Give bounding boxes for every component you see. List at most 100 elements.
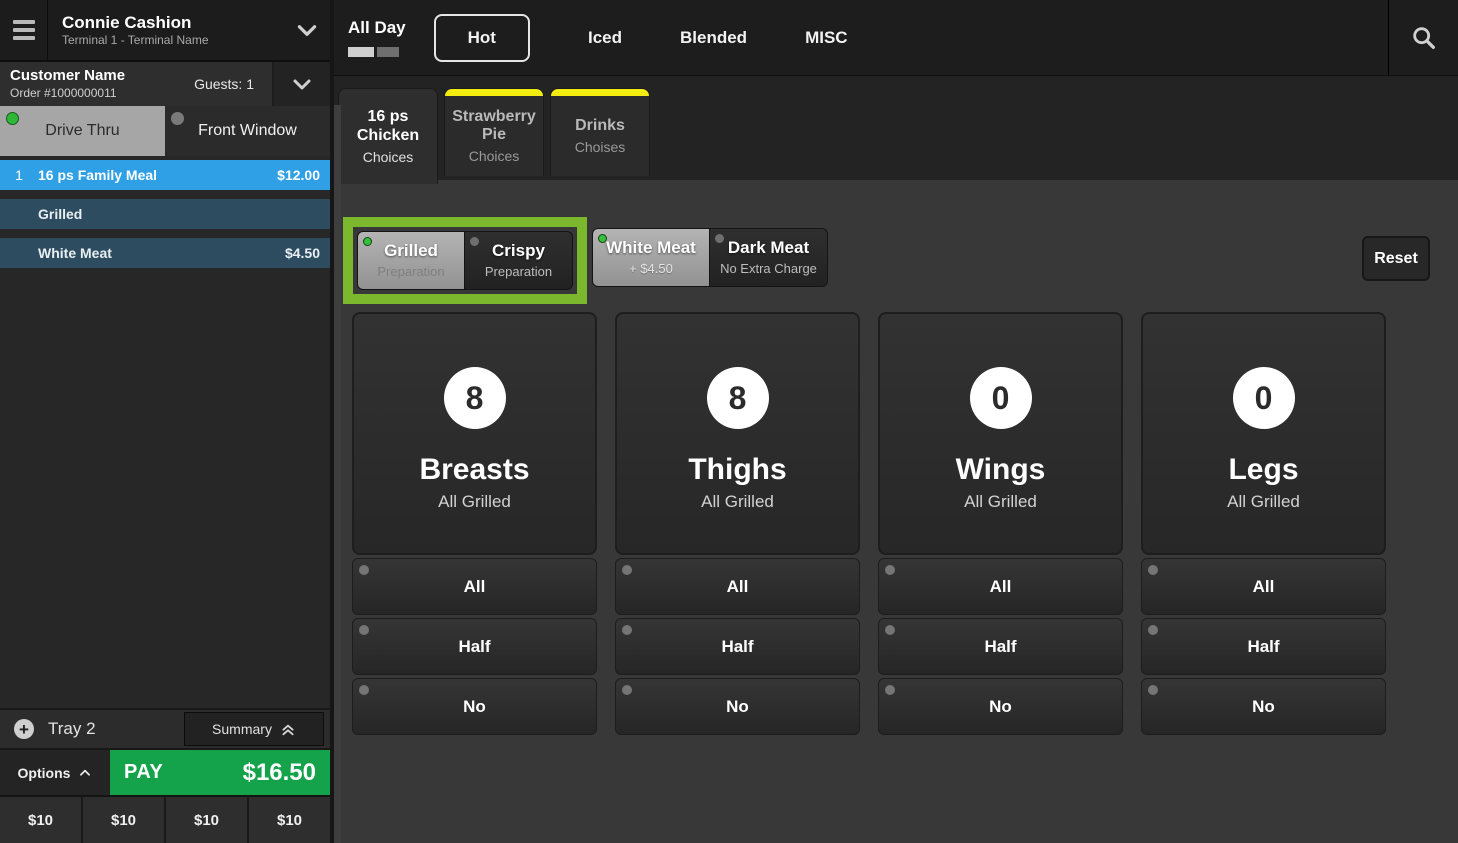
tray-row: + Tray 2 Summary — [0, 708, 330, 748]
tab-title: 16 ps Chicken — [356, 108, 420, 144]
order-number: Order #1000000011 — [10, 85, 117, 100]
unselected-indicator-dot — [470, 237, 479, 246]
portion-all-button[interactable]: All — [615, 558, 860, 615]
category-tab-hot[interactable]: Hot — [433, 13, 530, 62]
quick-cash-button[interactable]: $10 — [83, 797, 164, 843]
portion-label: All — [1252, 576, 1275, 596]
double-chevron-up-icon — [282, 724, 294, 736]
part-title: Wings — [955, 453, 1046, 486]
choices-content: Grilled Preparation Crispy Preparation — [334, 180, 1458, 843]
category-tab-blended[interactable]: Blended — [680, 27, 748, 47]
portion-half-button[interactable]: Half — [878, 618, 1123, 675]
summary-button[interactable]: Summary — [184, 712, 324, 746]
all-day-indicator — [348, 47, 406, 57]
quick-cash-button[interactable]: $10 — [166, 797, 247, 843]
quick-cash-row: $10 $10 $10 $10 — [0, 795, 330, 843]
reset-button[interactable]: Reset — [1362, 236, 1430, 281]
modifier-title: White Meat — [606, 238, 696, 258]
portion-no-button[interactable]: No — [878, 678, 1123, 735]
portion-half-button[interactable]: Half — [615, 618, 860, 675]
portion-no-button[interactable]: No — [615, 678, 860, 735]
modifier-crispy-button[interactable]: Crispy Preparation — [465, 231, 573, 290]
unselected-indicator-dot — [885, 625, 895, 635]
portion-all-button[interactable]: All — [1141, 558, 1386, 615]
terminal-name: Terminal 1 - Terminal Name — [62, 33, 209, 48]
tray-label[interactable]: Tray 2 — [48, 719, 96, 738]
destination-tab-front-window[interactable]: Front Window — [165, 106, 330, 156]
chicken-part-cards: 8 Breasts All Grilled All Half No 8 Thig… — [352, 312, 1430, 735]
modifier-dark-meat-button[interactable]: Dark Meat No Extra Charge — [710, 228, 828, 287]
cashier-chevron-down-icon[interactable] — [284, 17, 330, 43]
options-label: Options — [17, 764, 71, 781]
portion-label: No — [1252, 696, 1275, 716]
tab-subtitle: Choices — [468, 148, 520, 165]
part-card-legs: 0 Legs All Grilled All Half No — [1141, 312, 1386, 735]
order-item-row[interactable]: 1 16 ps Family Meal $12.00 — [0, 160, 330, 190]
unselected-indicator-dot — [622, 625, 632, 635]
modifier-title: Crispy — [492, 241, 545, 261]
customer-chevron-down-icon[interactable] — [274, 62, 330, 106]
tab-title: Strawberry Pie — [452, 107, 536, 143]
part-card-header[interactable]: 0 Legs All Grilled — [1141, 312, 1386, 555]
unselected-indicator-dot — [359, 685, 369, 695]
selected-indicator-dot — [598, 234, 607, 243]
part-card-breasts: 8 Breasts All Grilled All Half No — [352, 312, 597, 735]
quick-cash-button[interactable]: $10 — [249, 797, 330, 843]
add-tray-icon[interactable]: + — [14, 719, 34, 739]
pay-label: PAY — [124, 761, 164, 783]
part-card-header[interactable]: 8 Breasts All Grilled — [352, 312, 597, 555]
modifier-subtitle: Preparation — [484, 263, 553, 279]
portion-half-button[interactable]: Half — [352, 618, 597, 675]
part-card-header[interactable]: 8 Thighs All Grilled — [615, 312, 860, 555]
modifier-grilled-button[interactable]: Grilled Preparation — [357, 231, 465, 290]
options-button[interactable]: Options — [0, 750, 110, 795]
portion-label: Half — [1247, 636, 1280, 656]
modifier-subtitle: + $4.50 — [629, 260, 673, 276]
portion-no-button[interactable]: No — [1141, 678, 1386, 735]
item-qty: 1 — [15, 167, 23, 183]
pay-amount: $16.50 — [242, 758, 316, 786]
unselected-indicator-dot — [1148, 565, 1158, 575]
summary-label: Summary — [212, 721, 272, 737]
item-price: $12.00 — [277, 167, 320, 183]
menu-icon[interactable] — [0, 0, 48, 60]
customer-info: Customer Name Order #1000000011 Guests: … — [0, 62, 272, 106]
options-pay-row: Options PAY $16.50 — [0, 748, 330, 795]
unselected-indicator-dot — [1148, 625, 1158, 635]
modifier-row: Grilled Preparation Crispy Preparation — [343, 217, 1430, 304]
portion-half-button[interactable]: Half — [1141, 618, 1386, 675]
part-card-thighs: 8 Thighs All Grilled All Half No — [615, 312, 860, 735]
unselected-indicator-dot — [359, 565, 369, 575]
category-tab-misc[interactable]: MISC — [805, 27, 848, 47]
unselected-indicator-dot — [885, 565, 895, 575]
portion-no-button[interactable]: No — [352, 678, 597, 735]
tab-16ps-chicken-choices[interactable]: 16 ps Chicken Choices — [338, 88, 438, 184]
guests-count: Guests: 1 — [194, 76, 254, 92]
part-subtitle: All Grilled — [964, 492, 1037, 511]
search-icon — [1412, 26, 1435, 49]
part-subtitle: All Grilled — [701, 492, 774, 511]
portion-label: Half — [984, 636, 1017, 656]
order-modifier-row[interactable]: Grilled — [0, 199, 330, 229]
tab-subtitle: Choises — [574, 139, 626, 156]
quick-cash-button[interactable]: $10 — [0, 797, 81, 843]
tab-strawberry-pie-choices[interactable]: Strawberry Pie Choices — [444, 88, 544, 176]
portion-label: All — [463, 576, 486, 596]
all-day-label: All Day — [348, 18, 406, 37]
category-tab-iced[interactable]: Iced — [587, 27, 622, 47]
portion-all-button[interactable]: All — [352, 558, 597, 615]
pay-button[interactable]: PAY $16.50 — [110, 750, 330, 795]
cashier-header: Connie Cashion Terminal 1 - Terminal Nam… — [0, 0, 330, 62]
unselected-indicator-dot — [885, 685, 895, 695]
tab-drinks-choices[interactable]: Drinks Choises — [550, 88, 650, 176]
search-button[interactable] — [1388, 0, 1458, 75]
order-panel-scrollbar[interactable] — [334, 105, 341, 843]
destination-tab-drive-thru[interactable]: Drive Thru — [0, 106, 165, 156]
part-card-header[interactable]: 0 Wings All Grilled — [878, 312, 1123, 555]
portion-label: Half — [458, 636, 491, 656]
modifier-white-meat-button[interactable]: White Meat + $4.50 — [592, 228, 710, 287]
order-modifier-row[interactable]: White Meat $4.50 — [0, 238, 330, 268]
portion-label: All — [989, 576, 1012, 596]
all-day-toggle[interactable]: All Day — [348, 18, 406, 57]
portion-all-button[interactable]: All — [878, 558, 1123, 615]
